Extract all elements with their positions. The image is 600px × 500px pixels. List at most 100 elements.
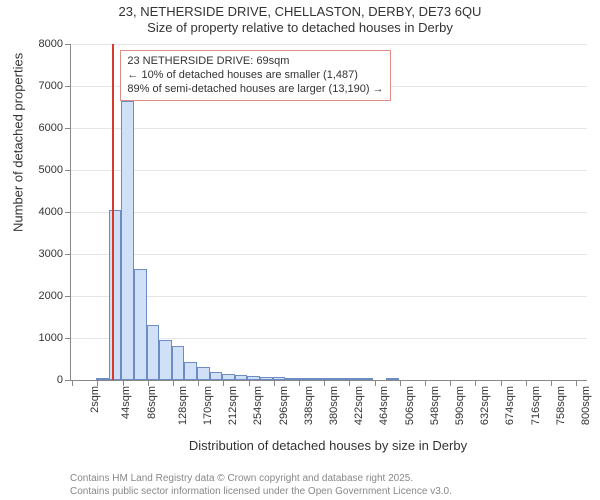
plot-area: 0100020003000400050006000700080002sqm44s… xyxy=(70,44,587,381)
x-tick xyxy=(299,380,300,386)
y-tick xyxy=(65,254,71,255)
x-tick-label: 422sqm xyxy=(353,386,365,425)
y-tick xyxy=(65,212,71,213)
y-tick-label: 1000 xyxy=(39,332,63,344)
histogram-bar xyxy=(260,377,273,380)
x-tick xyxy=(526,380,527,386)
y-tick xyxy=(65,44,71,45)
histogram-bar xyxy=(235,375,248,380)
y-tick xyxy=(65,338,71,339)
histogram-bar xyxy=(361,378,374,380)
x-tick xyxy=(72,380,73,386)
x-tick xyxy=(198,380,199,386)
histogram-bar xyxy=(386,378,399,380)
histogram-bar xyxy=(222,374,235,380)
histogram-bar xyxy=(172,346,185,380)
histogram-bar xyxy=(159,340,172,380)
y-tick-label: 8000 xyxy=(39,38,63,50)
x-tick xyxy=(223,380,224,386)
histogram-bar xyxy=(336,378,349,380)
x-tick-label: 716sqm xyxy=(530,386,542,425)
x-tick xyxy=(450,380,451,386)
x-tick-label: 170sqm xyxy=(202,386,214,425)
x-tick-label: 506sqm xyxy=(404,386,416,425)
y-tick-label: 5000 xyxy=(39,164,63,176)
y-axis-label: Number of detached properties xyxy=(11,192,26,232)
x-tick xyxy=(173,380,174,386)
y-tick-label: 0 xyxy=(57,374,63,386)
x-tick xyxy=(249,380,250,386)
x-tick xyxy=(400,380,401,386)
histogram-bar xyxy=(210,372,223,380)
x-tick xyxy=(475,380,476,386)
histogram-chart: 23, NETHERSIDE DRIVE, CHELLASTON, DERBY,… xyxy=(0,0,600,500)
y-tick xyxy=(65,86,71,87)
x-tick xyxy=(501,380,502,386)
x-tick xyxy=(551,380,552,386)
histogram-bar xyxy=(121,101,134,380)
x-tick-label: 464sqm xyxy=(379,386,391,425)
x-tick-label: 548sqm xyxy=(429,386,441,425)
y-tick xyxy=(65,128,71,129)
chart-title: 23, NETHERSIDE DRIVE, CHELLASTON, DERBY,… xyxy=(0,4,600,37)
gridline xyxy=(71,128,587,129)
histogram-bar xyxy=(197,367,210,380)
x-tick xyxy=(123,380,124,386)
attribution-line-2: Contains public sector information licen… xyxy=(70,486,452,499)
x-tick-label: 212sqm xyxy=(227,386,239,425)
histogram-bar xyxy=(310,378,323,380)
attribution: Contains HM Land Registry data © Crown c… xyxy=(70,473,452,498)
x-tick-label: 86sqm xyxy=(146,386,158,419)
x-tick-label: 632sqm xyxy=(479,386,491,425)
x-tick xyxy=(324,380,325,386)
title-line-2: Size of property relative to detached ho… xyxy=(147,20,453,35)
x-tick-label: 674sqm xyxy=(505,386,517,425)
x-tick xyxy=(97,380,98,386)
x-tick xyxy=(425,380,426,386)
histogram-bar xyxy=(348,378,361,380)
y-tick xyxy=(65,170,71,171)
attribution-line-1: Contains HM Land Registry data © Crown c… xyxy=(70,473,452,486)
y-tick xyxy=(65,380,71,381)
histogram-bar xyxy=(273,377,286,380)
marker-line xyxy=(112,44,114,380)
x-tick-label: 254sqm xyxy=(253,386,265,425)
x-tick-label: 338sqm xyxy=(303,386,315,425)
gridline xyxy=(71,212,587,213)
x-tick-label: 2sqm xyxy=(89,386,101,413)
histogram-bar xyxy=(109,210,122,380)
x-tick xyxy=(576,380,577,386)
y-tick-label: 3000 xyxy=(39,248,63,260)
gridline xyxy=(71,44,587,45)
y-tick xyxy=(65,296,71,297)
x-axis-label: Distribution of detached houses by size … xyxy=(70,438,586,453)
x-tick-label: 296sqm xyxy=(278,386,290,425)
y-tick-label: 4000 xyxy=(39,206,63,218)
gridline xyxy=(71,170,587,171)
y-tick-label: 2000 xyxy=(39,290,63,302)
legend-smaller-pct: ← 10% of detached houses are smaller (1,… xyxy=(127,69,383,83)
histogram-bar xyxy=(285,378,298,380)
histogram-bar xyxy=(147,325,160,380)
legend-box: 23 NETHERSIDE DRIVE: 69sqm ← 10% of deta… xyxy=(120,50,390,101)
histogram-bar xyxy=(184,362,197,380)
x-tick-label: 800sqm xyxy=(580,386,592,425)
legend-marker-label: 23 NETHERSIDE DRIVE: 69sqm xyxy=(127,55,383,69)
x-tick-label: 44sqm xyxy=(120,386,132,419)
y-tick-label: 6000 xyxy=(39,122,63,134)
histogram-bar xyxy=(134,269,147,380)
histogram-bar xyxy=(323,378,336,380)
x-tick-label: 758sqm xyxy=(555,386,567,425)
x-tick-label: 380sqm xyxy=(328,386,340,425)
gridline xyxy=(71,296,587,297)
x-tick xyxy=(349,380,350,386)
legend-larger-pct: 89% of semi-detached houses are larger (… xyxy=(127,83,383,97)
x-tick-label: 590sqm xyxy=(454,386,466,425)
histogram-bar xyxy=(96,378,109,380)
gridline xyxy=(71,254,587,255)
histogram-bar xyxy=(298,378,311,380)
x-tick xyxy=(148,380,149,386)
x-tick xyxy=(375,380,376,386)
x-tick-label: 128sqm xyxy=(177,386,189,425)
title-line-1: 23, NETHERSIDE DRIVE, CHELLASTON, DERBY,… xyxy=(119,4,482,19)
